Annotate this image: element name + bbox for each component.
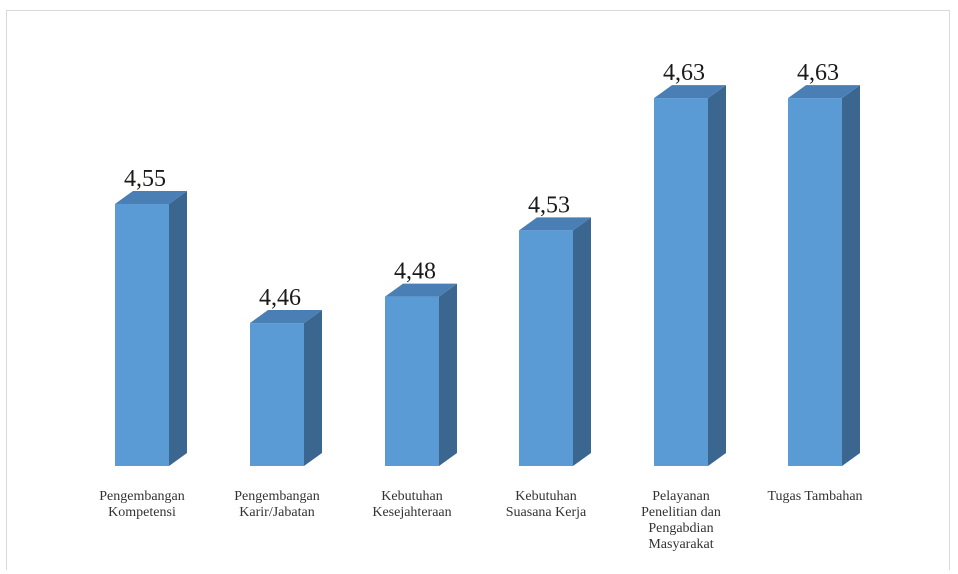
bar-4: [519, 217, 591, 466]
data-label-3: 4,48: [394, 259, 436, 285]
bar-side: [439, 283, 457, 466]
category-label-line: Masyarakat: [648, 537, 713, 552]
category-label-3: Kebutuhan Kesejahteraan: [372, 489, 451, 520]
category-label-line: Kebutuhan: [515, 489, 576, 504]
data-label-6: 4,63: [797, 60, 839, 86]
bar-top: [788, 85, 860, 99]
category-label-5: Pelayanan Penelitian dan Pengabdian Masyara…: [641, 489, 721, 552]
bar-side: [169, 190, 187, 466]
bar-5: [654, 85, 726, 466]
bar-front: [519, 230, 573, 466]
data-label-2: 4,46: [259, 285, 301, 311]
category-label-line: Kompetensi: [108, 505, 176, 520]
data-label-1: 4,55: [124, 166, 166, 192]
category-label-2: Pengembangan Karir/Jabatan: [234, 489, 320, 520]
category-label-line: Penelitian dan: [641, 505, 721, 520]
category-label-1: Pengembangan Kompetensi: [99, 489, 185, 520]
data-label-4: 4,53: [528, 192, 570, 218]
category-label-line: Suasana Kerja: [506, 505, 587, 520]
category-label-line: Kebutuhan: [381, 489, 442, 504]
bar-front: [788, 98, 842, 466]
bar-side: [708, 85, 726, 466]
bar-front: [250, 323, 304, 466]
chart-frame: [6, 10, 950, 570]
bar-3: [385, 283, 457, 466]
category-label-line: Kesejahteraan: [372, 505, 451, 520]
bar-front: [115, 203, 169, 466]
category-label-line: Pelayanan: [652, 489, 710, 504]
category-label-line: Karir/Jabatan: [239, 505, 314, 520]
category-label-6: Tugas Tambahan: [767, 489, 862, 504]
bar-6: [788, 85, 860, 466]
bar-top: [519, 217, 591, 231]
bar-side: [842, 85, 860, 466]
category-label-line: Pengembangan: [234, 489, 320, 504]
category-label-4: Kebutuhan Suasana Kerja: [506, 489, 587, 520]
category-label-line: Pengabdian: [648, 521, 713, 536]
bar-top: [654, 85, 726, 99]
bar-1: [115, 190, 187, 466]
bar-top: [250, 310, 322, 324]
bar-top: [115, 190, 187, 204]
bar-front: [385, 296, 439, 466]
bar-top: [385, 283, 457, 297]
bar-side: [304, 310, 322, 466]
data-label-5: 4,63: [663, 60, 705, 86]
category-label-line: Pengembangan: [99, 489, 185, 504]
bar-front: [654, 98, 708, 466]
bar-side: [573, 217, 591, 466]
bar-2: [250, 310, 322, 466]
category-label-line: Tugas Tambahan: [767, 489, 862, 504]
